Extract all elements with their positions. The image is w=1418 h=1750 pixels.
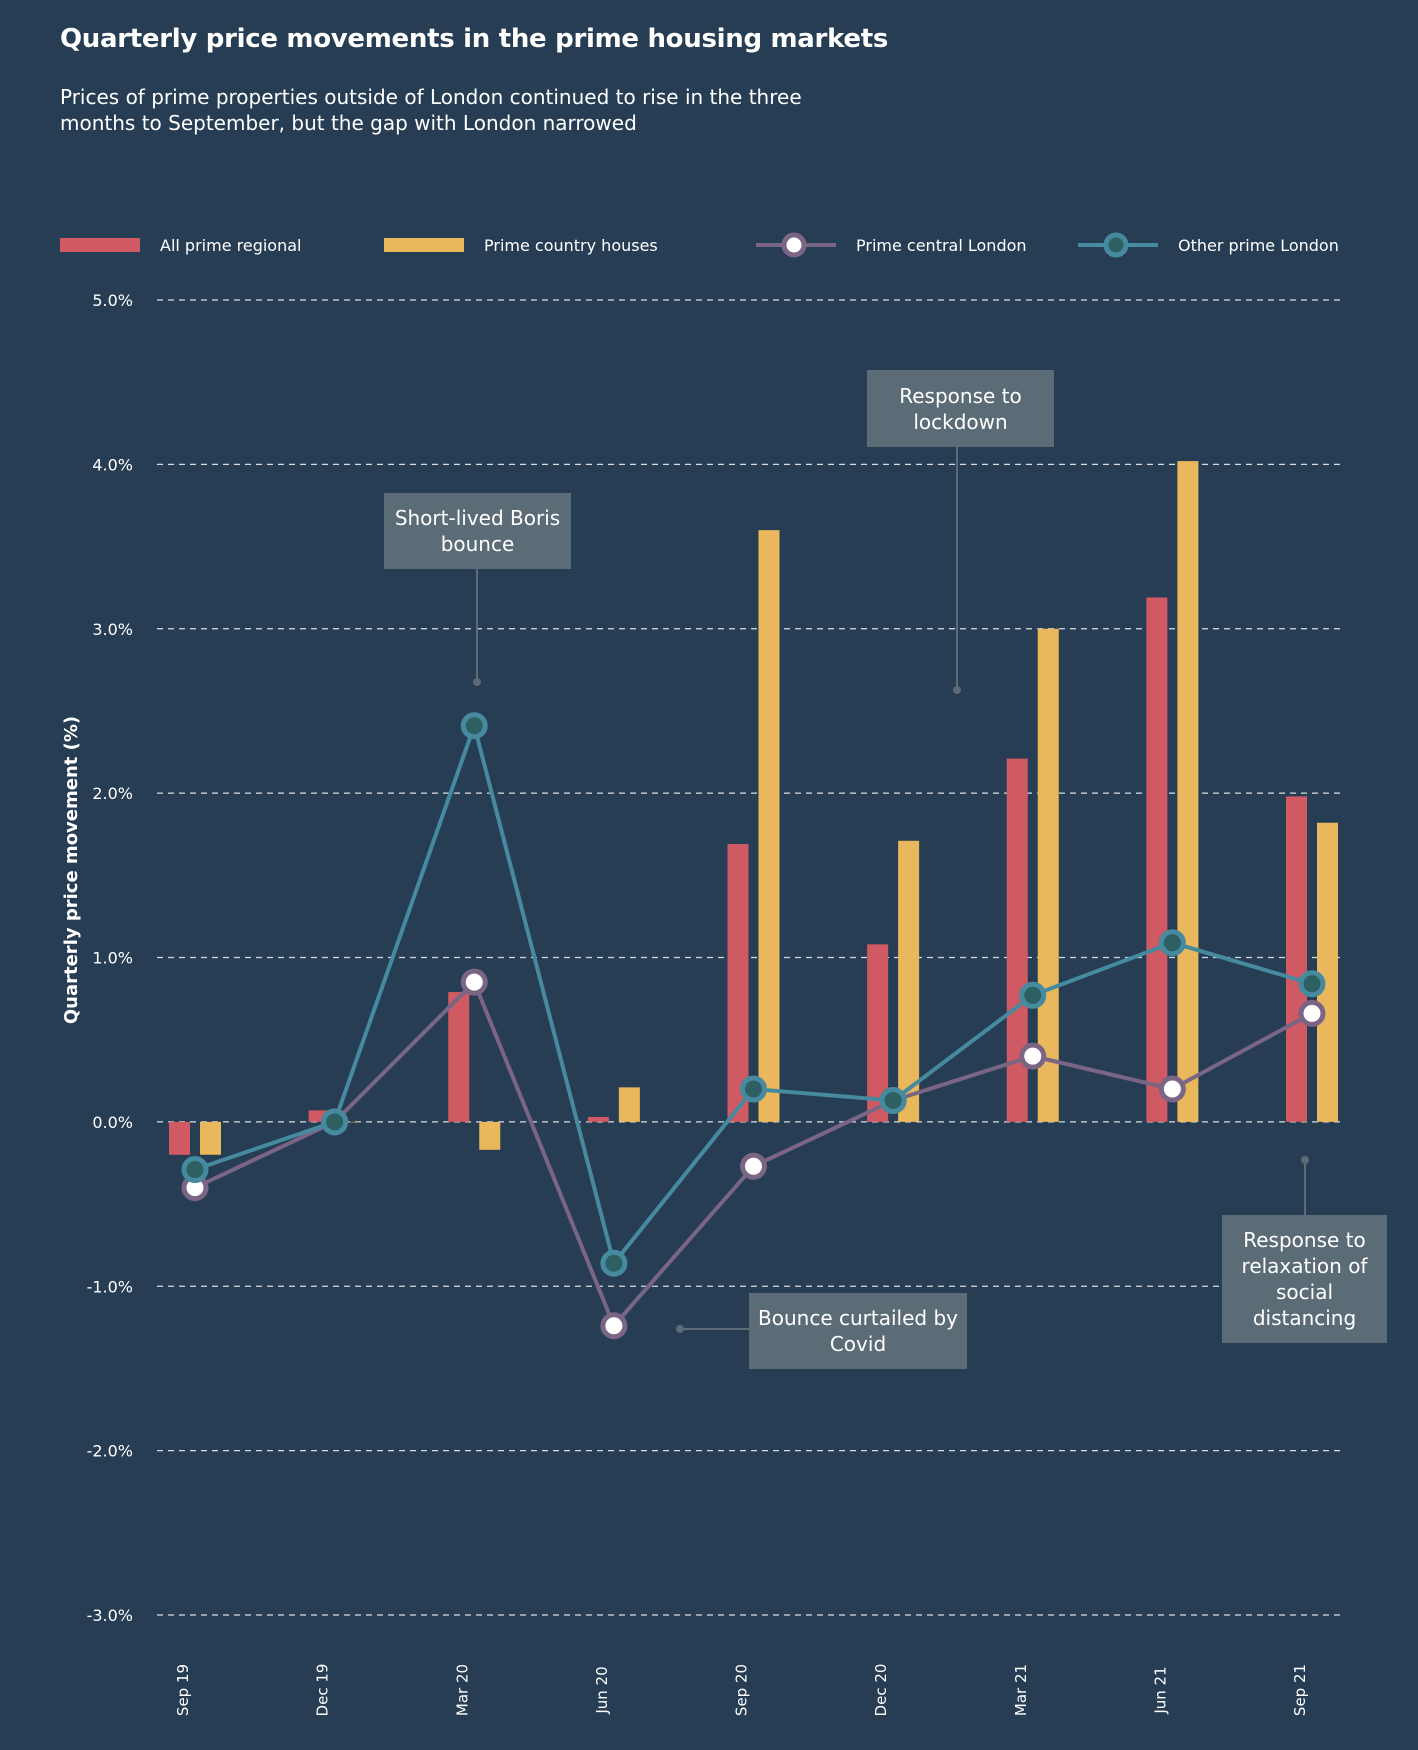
legend-item-all-prime-regional: All prime regional bbox=[60, 230, 301, 260]
bar-all-prime-regional bbox=[1146, 597, 1168, 1122]
x-tick-label: Mar 20 bbox=[453, 1664, 471, 1716]
x-tick-label: Mar 21 bbox=[1012, 1664, 1030, 1716]
point-prime-central-london bbox=[1298, 999, 1326, 1027]
y-tick-label: 4.0% bbox=[92, 455, 133, 474]
bar-prime-country-houses bbox=[758, 530, 780, 1122]
annotation-response-to-lockdown: Response to lockdown bbox=[867, 370, 1054, 447]
leader-dot-relaxation bbox=[1301, 1156, 1309, 1164]
point-prime-central-london bbox=[600, 1312, 628, 1340]
legend-swatch-prime-country-houses bbox=[384, 238, 464, 252]
bar-prime-country-houses bbox=[1177, 461, 1199, 1122]
bar-prime-country-houses bbox=[1317, 822, 1338, 1122]
chart-title: Quarterly price movements in the prime h… bbox=[60, 24, 889, 54]
point-other-prime-london bbox=[1019, 981, 1047, 1009]
y-tick-label: 5.0% bbox=[92, 291, 133, 310]
annotation-relaxation: Response to relaxation of social distanc… bbox=[1222, 1215, 1387, 1343]
point-other-prime-london bbox=[1158, 929, 1186, 957]
bar-prime-country-houses bbox=[339, 1121, 361, 1123]
bar-prime-country-houses bbox=[618, 1087, 640, 1122]
x-tick-label: Sep 20 bbox=[733, 1664, 751, 1716]
point-other-prime-london bbox=[879, 1087, 907, 1115]
point-prime-central-london bbox=[1019, 1042, 1047, 1070]
bar-all-prime-regional bbox=[727, 844, 749, 1122]
line-other-prime-london bbox=[194, 723, 1313, 1266]
legend-label: Other prime London bbox=[1178, 235, 1339, 255]
legend-label: Prime central London bbox=[856, 235, 1027, 255]
legend-marker-prime-central-london bbox=[756, 232, 836, 258]
y-tick-label: 3.0% bbox=[92, 620, 133, 639]
point-prime-central-london bbox=[460, 968, 488, 996]
point-other-prime-london bbox=[321, 1108, 349, 1136]
bar-prime-country-houses bbox=[200, 1121, 221, 1155]
x-tick-label: Dec 20 bbox=[872, 1664, 890, 1717]
x-tick-label: Sep 21 bbox=[1291, 1664, 1309, 1716]
point-other-prime-london bbox=[600, 1249, 628, 1277]
annotation-boris-bounce: Short-lived Boris bounce bbox=[384, 493, 571, 569]
bar-prime-country-houses bbox=[898, 840, 920, 1122]
bar-all-prime-regional bbox=[1006, 758, 1028, 1122]
y-tick-label: 1.0% bbox=[92, 949, 133, 968]
x-tick-label: Jun 21 bbox=[1151, 1666, 1169, 1714]
bar-all-prime-regional bbox=[308, 1110, 330, 1122]
x-tick-label: Sep 19 bbox=[174, 1664, 192, 1716]
point-other-prime-london bbox=[460, 712, 488, 740]
legend-item-prime-country-houses: Prime country houses bbox=[384, 230, 658, 260]
legend-item-other-prime-london: Other prime London bbox=[1078, 230, 1339, 260]
bar-prime-country-houses bbox=[479, 1121, 501, 1150]
y-tick-label: 2.0% bbox=[92, 784, 133, 803]
legend-marker-other-prime-london bbox=[1078, 232, 1158, 258]
bar-all-prime-regional bbox=[867, 944, 889, 1122]
y-tick-label: -1.0% bbox=[87, 1277, 133, 1296]
legend-swatch-all-prime-regional bbox=[60, 238, 140, 252]
legend-label: Prime country houses bbox=[484, 235, 658, 255]
bar-all-prime-regional bbox=[587, 1116, 609, 1122]
annotation-bounce-curtailed: Bounce curtailed by Covid bbox=[749, 1293, 967, 1369]
point-prime-central-london bbox=[740, 1152, 767, 1180]
bar-all-prime-regional bbox=[1286, 796, 1307, 1122]
leader-dot-covid bbox=[676, 1325, 684, 1333]
point-prime-central-london bbox=[1158, 1075, 1186, 1103]
x-tick-label: Jun 20 bbox=[593, 1666, 611, 1714]
y-tick-label: -2.0% bbox=[87, 1442, 133, 1461]
bar-all-prime-regional bbox=[169, 1121, 190, 1155]
point-other-prime-london bbox=[1298, 970, 1326, 998]
bar-all-prime-regional bbox=[448, 992, 470, 1122]
chart-subtitle: Prices of prime properties outside of Lo… bbox=[60, 85, 802, 135]
point-other-prime-london bbox=[740, 1075, 767, 1103]
legend-label: All prime regional bbox=[160, 235, 302, 255]
legend-item-prime-central-london: Prime central London bbox=[756, 230, 1027, 260]
legend: All prime regional Prime country houses … bbox=[0, 230, 1418, 260]
x-tick-label: Dec 19 bbox=[314, 1664, 332, 1717]
y-tick-label: 0.0% bbox=[92, 1113, 133, 1132]
leader-dot-lockdown bbox=[953, 686, 961, 694]
leader-dot-boris bbox=[473, 678, 481, 686]
point-other-prime-london bbox=[181, 1156, 209, 1184]
y-tick-label: -3.0% bbox=[87, 1606, 133, 1625]
